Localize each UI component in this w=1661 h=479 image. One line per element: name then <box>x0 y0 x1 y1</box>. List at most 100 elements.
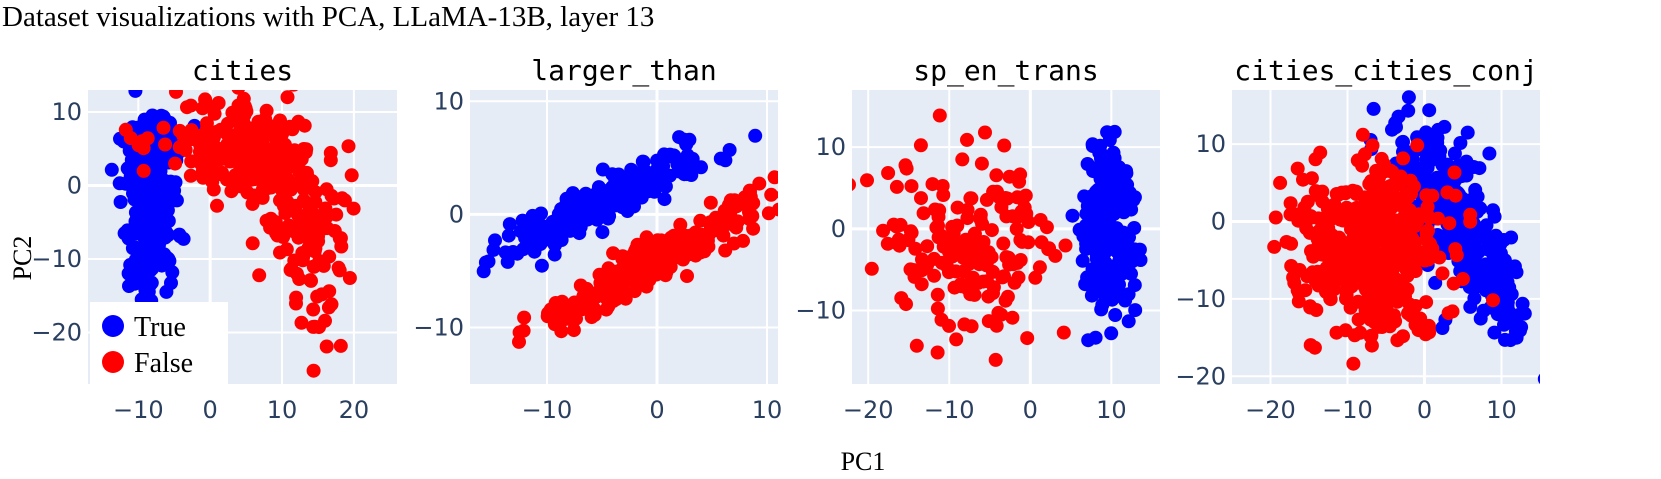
data-point <box>1279 235 1294 249</box>
series-true <box>1065 124 1148 348</box>
data-point <box>1357 147 1372 162</box>
data-point <box>1034 235 1049 250</box>
data-point <box>903 262 918 277</box>
data-point <box>126 186 140 201</box>
data-point <box>231 127 246 142</box>
data-point <box>920 257 935 272</box>
data-point <box>1399 186 1413 201</box>
data-point <box>121 231 136 246</box>
data-point <box>306 363 321 378</box>
data-point <box>301 204 316 219</box>
data-point <box>128 90 143 98</box>
data-point <box>294 152 309 167</box>
data-point <box>278 206 293 221</box>
data-point <box>1108 308 1123 322</box>
data-point <box>1291 294 1306 309</box>
data-point <box>165 265 180 280</box>
data-point <box>136 163 151 178</box>
data-point <box>554 324 569 339</box>
data-point <box>210 124 225 139</box>
data-point <box>184 154 199 169</box>
data-point <box>799 178 813 192</box>
data-point <box>1121 314 1136 329</box>
data-point <box>981 289 996 304</box>
data-point <box>914 191 928 206</box>
data-point <box>243 169 257 184</box>
data-point <box>168 156 183 171</box>
data-point <box>1445 304 1460 319</box>
data-point <box>1355 127 1370 142</box>
data-point <box>128 240 143 255</box>
data-point <box>1432 250 1447 265</box>
data-point <box>676 132 691 147</box>
data-point <box>741 197 756 212</box>
data-point <box>1423 154 1438 168</box>
data-point <box>322 249 337 264</box>
data-point <box>1302 225 1317 240</box>
subplot-title: cities_cities_conj <box>1234 54 1537 88</box>
data-point <box>558 303 573 318</box>
data-point <box>1376 265 1391 280</box>
data-point <box>342 271 357 285</box>
data-point <box>624 272 639 287</box>
data-point <box>1011 209 1026 224</box>
data-point <box>1076 229 1091 244</box>
data-point <box>899 161 914 176</box>
data-point <box>180 100 194 115</box>
data-point <box>319 339 334 354</box>
data-point <box>957 317 972 332</box>
data-point <box>1388 314 1403 329</box>
data-point <box>1408 317 1423 332</box>
legend-marker <box>102 315 124 337</box>
data-point <box>296 193 311 208</box>
data-point <box>1363 329 1378 344</box>
data-point <box>123 170 138 185</box>
x-tick-label: −10 <box>113 396 164 424</box>
data-point <box>1109 272 1124 287</box>
data-point <box>1473 311 1488 326</box>
data-point <box>292 272 307 286</box>
data-point <box>1114 191 1129 206</box>
data-point <box>158 190 173 205</box>
data-point <box>572 226 587 241</box>
data-point <box>1396 151 1411 166</box>
legend-marker <box>102 351 124 373</box>
data-point <box>1403 173 1418 188</box>
data-point <box>979 192 994 207</box>
data-point <box>1509 330 1524 345</box>
data-point <box>199 116 214 131</box>
data-point <box>1094 151 1108 166</box>
data-point <box>1101 199 1116 214</box>
series-false <box>1267 127 1500 371</box>
data-point <box>693 213 708 228</box>
data-point <box>161 251 176 266</box>
data-point <box>652 165 667 180</box>
data-point <box>1002 169 1017 184</box>
series-false <box>512 170 813 349</box>
data-point <box>1515 296 1530 311</box>
data-point <box>252 268 267 283</box>
data-point <box>312 320 326 335</box>
data-point <box>748 128 763 143</box>
data-point <box>246 150 261 165</box>
data-point <box>1414 250 1429 265</box>
data-point <box>554 202 569 217</box>
scatter-points <box>852 108 1148 367</box>
data-point <box>976 235 991 249</box>
data-point <box>1395 237 1410 252</box>
data-point <box>1441 201 1456 216</box>
data-point <box>657 192 672 207</box>
x-tick-label: −10 <box>924 396 975 424</box>
data-point <box>149 199 164 214</box>
data-point <box>611 187 626 202</box>
data-point <box>1104 326 1119 341</box>
data-point <box>280 90 295 105</box>
data-point <box>195 147 210 162</box>
data-point <box>1388 115 1403 130</box>
panel-4: −20 −10 0 10 −20 −10 0 10 cities_cities_conj <box>1175 54 1540 424</box>
data-point <box>319 182 334 197</box>
data-point <box>942 244 956 259</box>
data-point <box>1428 275 1443 290</box>
data-point <box>263 174 278 189</box>
data-point <box>1303 209 1318 224</box>
